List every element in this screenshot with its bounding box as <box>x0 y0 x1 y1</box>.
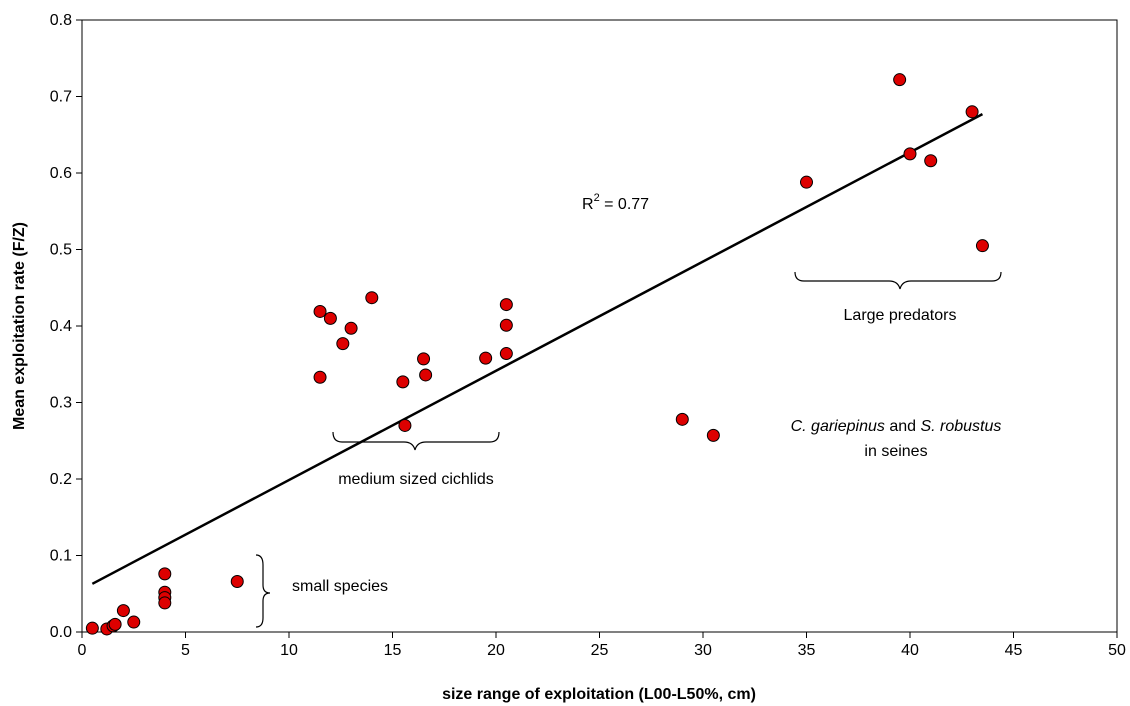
data-point <box>419 368 433 382</box>
brace-small-species <box>255 554 271 628</box>
y-tick-label: 0.7 <box>50 89 72 106</box>
data-point <box>336 337 350 351</box>
data-point <box>675 412 689 426</box>
x-tick-label: 25 <box>591 642 609 659</box>
data-point <box>85 621 99 635</box>
data-point <box>499 298 513 312</box>
annotation-large-predators: Large predators <box>844 307 957 324</box>
r-squared-label: R2 = 0.77 <box>582 192 649 213</box>
y-tick-label: 0.6 <box>50 165 72 182</box>
x-tick-label: 0 <box>78 642 87 659</box>
x-tick-label: 10 <box>280 642 298 659</box>
data-point <box>396 375 410 389</box>
data-point <box>499 347 513 361</box>
data-point <box>127 615 141 629</box>
trendline <box>91 112 984 585</box>
data-point <box>108 617 122 631</box>
x-tick-label: 20 <box>487 642 505 659</box>
data-points <box>85 73 989 636</box>
data-point <box>903 147 917 161</box>
data-point <box>924 154 938 168</box>
data-point <box>398 418 412 432</box>
data-point <box>893 73 907 87</box>
data-point <box>965 105 979 119</box>
data-point <box>417 352 431 366</box>
data-point <box>365 291 379 305</box>
y-tick-label: 0.4 <box>50 318 72 335</box>
trendline-group <box>91 112 984 585</box>
data-point <box>158 567 172 581</box>
data-point <box>499 318 513 332</box>
plot-area <box>81 19 1118 633</box>
annotation-medium-cichlids: medium sized cichlids <box>338 471 494 488</box>
annotation-seines-line1: C. gariepinus and S. robustus <box>791 418 1002 435</box>
x-tick-label: 45 <box>1005 642 1023 659</box>
data-point <box>706 428 720 442</box>
data-point <box>800 175 813 189</box>
y-tick-label: 0.5 <box>50 242 72 259</box>
y-tick-label: 0.0 <box>50 624 72 641</box>
y-axis-title: Mean exploitation rate (F/Z) <box>11 222 28 430</box>
x-axis-title: size range of exploitation (L00-L50%, cm… <box>442 686 756 703</box>
data-point <box>344 321 358 335</box>
data-point <box>323 311 337 325</box>
annotation-seines-line2: in seines <box>864 443 927 460</box>
annotation-small-species: small species <box>292 578 388 595</box>
x-tick-label: 15 <box>384 642 402 659</box>
data-point <box>313 304 327 318</box>
brace-medium-cichlids <box>332 431 500 451</box>
data-point <box>158 596 172 610</box>
data-point <box>313 370 327 384</box>
axis-ticks: 0 5 10 15 20 25 30 35 40 45 50 0.0 0.1 0.2 0.3 0.4 0.5 0.… <box>50 12 1126 659</box>
y-tick-label: 0.2 <box>50 471 72 488</box>
brace-large-predators <box>794 271 1002 290</box>
y-tick-label: 0.1 <box>50 548 72 565</box>
data-point <box>975 239 989 253</box>
data-point <box>479 351 493 365</box>
x-tick-label: 40 <box>901 642 919 659</box>
x-tick-label: 5 <box>181 642 190 659</box>
data-point <box>230 575 244 589</box>
x-tick-label: 30 <box>694 642 712 659</box>
x-tick-label: 35 <box>798 642 816 659</box>
y-tick-label: 0.3 <box>50 395 72 412</box>
data-point <box>116 604 130 618</box>
y-tick-label: 0.8 <box>50 12 72 29</box>
x-tick-label: 50 <box>1108 642 1126 659</box>
